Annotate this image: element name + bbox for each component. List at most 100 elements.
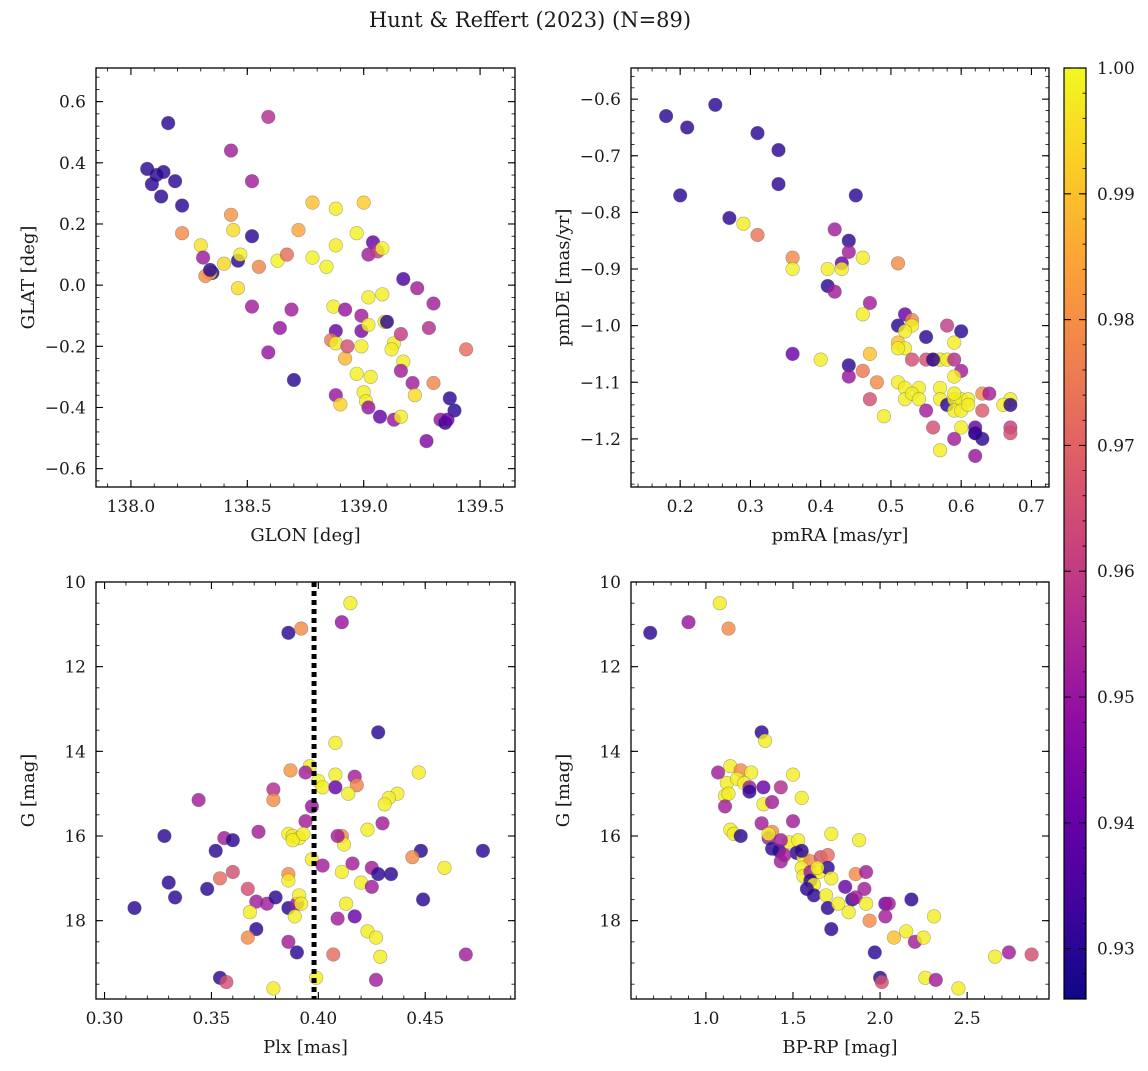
y-tick-label: −0.6 bbox=[45, 460, 86, 480]
y-tick-label: 0.2 bbox=[59, 215, 86, 235]
data-point bbox=[127, 900, 142, 916]
data-point bbox=[268, 890, 283, 905]
data-point bbox=[326, 947, 341, 962]
data-point bbox=[680, 120, 695, 135]
data-point bbox=[874, 974, 889, 990]
scatter-points bbox=[643, 596, 1039, 996]
data-point bbox=[196, 250, 211, 265]
data-point bbox=[785, 346, 800, 362]
data-point bbox=[289, 945, 305, 960]
data-point bbox=[361, 290, 376, 305]
data-point bbox=[785, 767, 801, 782]
data-point bbox=[212, 871, 228, 886]
data-point bbox=[869, 375, 885, 390]
x-axis-label: Plx [mas] bbox=[263, 1037, 348, 1058]
y-tick-label: −0.4 bbox=[45, 398, 86, 418]
data-point bbox=[841, 905, 856, 920]
x-tick-label: 0.35 bbox=[193, 1009, 231, 1029]
data-point bbox=[349, 366, 364, 381]
y-tick-label: 10 bbox=[64, 573, 86, 593]
data-point bbox=[223, 143, 239, 158]
data-point bbox=[925, 420, 941, 435]
data-point bbox=[954, 324, 969, 339]
data-point bbox=[175, 198, 190, 213]
data-point bbox=[643, 625, 658, 640]
data-point bbox=[286, 372, 302, 388]
data-point bbox=[916, 930, 931, 945]
data-point bbox=[831, 896, 846, 911]
data-point bbox=[904, 892, 919, 907]
data-point bbox=[834, 261, 849, 277]
data-point bbox=[405, 375, 420, 391]
colorbar-tick-label: 0.94 bbox=[1097, 814, 1135, 834]
data-point bbox=[244, 174, 260, 189]
data-point bbox=[287, 909, 302, 924]
data-point bbox=[857, 881, 872, 897]
data-point bbox=[771, 143, 786, 158]
data-point bbox=[347, 909, 362, 924]
data-point bbox=[878, 909, 893, 924]
data-point bbox=[233, 247, 248, 262]
data-point bbox=[827, 222, 842, 237]
data-point bbox=[717, 799, 733, 814]
data-point bbox=[968, 426, 983, 441]
data-point bbox=[405, 850, 420, 865]
y-axis-label: pmDE [mas/yr] bbox=[553, 209, 574, 347]
data-point bbox=[296, 826, 311, 842]
data-point bbox=[876, 409, 892, 424]
data-point bbox=[328, 735, 343, 751]
data-point bbox=[285, 833, 300, 848]
data-point bbox=[886, 930, 902, 945]
y-axis-label: G [mag] bbox=[18, 754, 39, 827]
data-point bbox=[354, 339, 369, 354]
data-point bbox=[360, 822, 375, 837]
data-point bbox=[266, 792, 281, 808]
colorbar: 0.93 0.94 0.95 0.96 0.97 0.98 0.99 1.00 bbox=[1063, 59, 1135, 1000]
data-point bbox=[848, 188, 863, 203]
data-point bbox=[794, 790, 809, 806]
data-point bbox=[890, 341, 906, 356]
data-point bbox=[841, 369, 856, 384]
data-point bbox=[291, 223, 306, 238]
data-point bbox=[947, 386, 962, 401]
data-point bbox=[820, 261, 835, 277]
x-tick-label: 0.6 bbox=[948, 497, 975, 517]
data-point bbox=[918, 329, 934, 345]
data-point bbox=[200, 881, 215, 897]
data-point bbox=[315, 780, 330, 795]
colorbar-tick-label: 0.95 bbox=[1097, 688, 1135, 708]
data-point bbox=[305, 250, 320, 265]
data-point bbox=[384, 342, 399, 357]
data-point bbox=[175, 226, 190, 241]
data-point bbox=[343, 596, 358, 611]
data-point bbox=[298, 814, 313, 829]
x-tick-label: 139.5 bbox=[456, 497, 505, 517]
axes-frame bbox=[630, 67, 1050, 488]
data-point bbox=[710, 765, 726, 780]
data-point bbox=[281, 873, 296, 888]
axes-frame bbox=[95, 67, 516, 488]
data-point bbox=[827, 284, 842, 299]
data-point bbox=[761, 826, 776, 842]
data-point bbox=[968, 448, 983, 464]
data-point bbox=[754, 816, 769, 831]
data-point bbox=[298, 765, 313, 780]
y-tick-label: 18 bbox=[64, 912, 86, 932]
data-point bbox=[225, 864, 240, 880]
data-point bbox=[272, 320, 288, 336]
data-point bbox=[261, 109, 276, 124]
y-tick-label: 0.6 bbox=[59, 93, 86, 113]
data-point bbox=[987, 949, 1003, 964]
data-point bbox=[862, 392, 878, 407]
data-point bbox=[419, 434, 434, 449]
x-tick-label: 0.40 bbox=[299, 1009, 337, 1029]
data-point bbox=[947, 431, 962, 447]
data-point bbox=[806, 888, 822, 903]
data-point bbox=[410, 281, 425, 296]
data-point bbox=[855, 250, 870, 265]
data-point bbox=[334, 864, 349, 880]
data-point bbox=[440, 412, 455, 427]
data-point bbox=[757, 733, 773, 748]
data-point bbox=[818, 888, 834, 903]
scatter-points bbox=[658, 97, 1018, 464]
